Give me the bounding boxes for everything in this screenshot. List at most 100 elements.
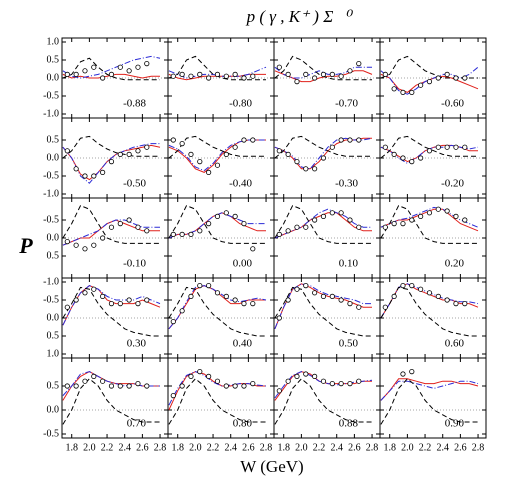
data-point — [117, 64, 123, 70]
data-point — [338, 210, 344, 216]
panel-label: -0.20 — [441, 178, 464, 190]
y-tick-label: -0.5 — [43, 90, 59, 101]
x-tick-label: 2.2 — [419, 442, 432, 453]
data-point — [347, 137, 353, 143]
data-point — [126, 151, 132, 157]
data-point — [126, 297, 132, 303]
y-tick-label: -0.5 — [43, 214, 59, 225]
curve — [168, 135, 266, 159]
data-point — [100, 75, 106, 81]
curve — [274, 137, 373, 170]
data-point — [108, 224, 115, 230]
data-point — [188, 231, 194, 237]
data-point — [188, 151, 194, 157]
panel-label: 0.00 — [233, 258, 253, 270]
panel-label: 0.88 — [339, 418, 359, 430]
data-point — [409, 368, 415, 375]
x-tick-label: 2.6 — [242, 442, 255, 453]
data-point — [329, 71, 335, 78]
data-point — [206, 221, 212, 227]
data-point — [170, 137, 176, 143]
data-point — [285, 228, 291, 234]
data-point — [285, 151, 291, 157]
curve — [380, 286, 478, 337]
data-point — [144, 383, 150, 389]
x-tick-label: 2.4 — [436, 442, 449, 453]
curve — [62, 135, 160, 159]
data-point — [435, 75, 441, 81]
data-point — [444, 208, 450, 214]
data-point — [303, 282, 309, 289]
data-point — [453, 300, 459, 307]
y-tick-label: -1.0 — [43, 276, 59, 287]
panel-label: -0.80 — [229, 98, 252, 110]
data-point — [329, 144, 335, 150]
data-point — [91, 373, 97, 379]
data-point — [135, 64, 141, 70]
data-point — [170, 231, 176, 237]
data-point — [223, 151, 229, 157]
data-point — [117, 300, 123, 307]
data-point — [320, 293, 327, 299]
data-point — [329, 210, 335, 216]
data-point — [462, 144, 468, 150]
data-point — [232, 383, 238, 389]
data-point — [347, 68, 353, 74]
data-point — [144, 144, 150, 150]
data-point — [206, 282, 212, 289]
y-tick-label: 0.0 — [47, 152, 60, 163]
data-point — [100, 293, 106, 299]
x-tick-label: 2.8 — [472, 442, 485, 453]
y-tick-label: 0.0 — [47, 404, 60, 415]
x-tick-label: 2.8 — [366, 442, 379, 453]
x-tick-label: 2.6 — [454, 442, 467, 453]
panel-frame — [273, 357, 381, 439]
data-point — [250, 300, 256, 307]
data-point — [356, 224, 362, 230]
data-point — [329, 293, 335, 299]
data-point — [382, 144, 388, 150]
curve — [62, 143, 160, 184]
panel-frame — [379, 357, 487, 439]
data-point — [108, 300, 115, 307]
y-axis-label: P — [18, 233, 33, 258]
curve — [62, 286, 160, 337]
y-tick-label: 0.5 — [47, 54, 60, 65]
data-point — [64, 71, 70, 78]
data-point — [241, 221, 247, 227]
data-point — [241, 383, 247, 389]
data-point — [347, 300, 353, 307]
data-point — [312, 166, 318, 172]
data-point — [347, 380, 353, 387]
data-point — [320, 378, 327, 384]
panel-label: -0.70 — [335, 98, 358, 110]
data-point — [91, 64, 97, 70]
data-point — [294, 373, 300, 379]
data-point — [391, 86, 397, 92]
data-point — [170, 392, 176, 399]
data-point — [435, 206, 441, 212]
data-point — [418, 286, 424, 292]
data-point — [197, 282, 203, 289]
data-point — [303, 224, 309, 230]
data-point — [285, 71, 291, 78]
data-point — [312, 217, 318, 223]
data-point — [426, 79, 433, 85]
data-point — [426, 148, 433, 154]
data-point — [391, 221, 397, 227]
y-tick-label: 1.0 — [47, 348, 60, 359]
data-point — [91, 286, 97, 292]
data-point — [73, 383, 79, 389]
data-point — [409, 217, 415, 223]
data-point — [64, 304, 70, 310]
data-point — [126, 383, 132, 389]
panel-label: 0.20 — [445, 258, 465, 270]
y-tick-label: -0.5 — [43, 428, 59, 439]
data-point — [241, 300, 247, 307]
curve — [62, 378, 160, 425]
data-point — [276, 64, 282, 70]
data-point — [409, 282, 415, 289]
curve — [168, 371, 266, 411]
data-point — [144, 60, 150, 67]
panel-frame — [61, 357, 169, 439]
